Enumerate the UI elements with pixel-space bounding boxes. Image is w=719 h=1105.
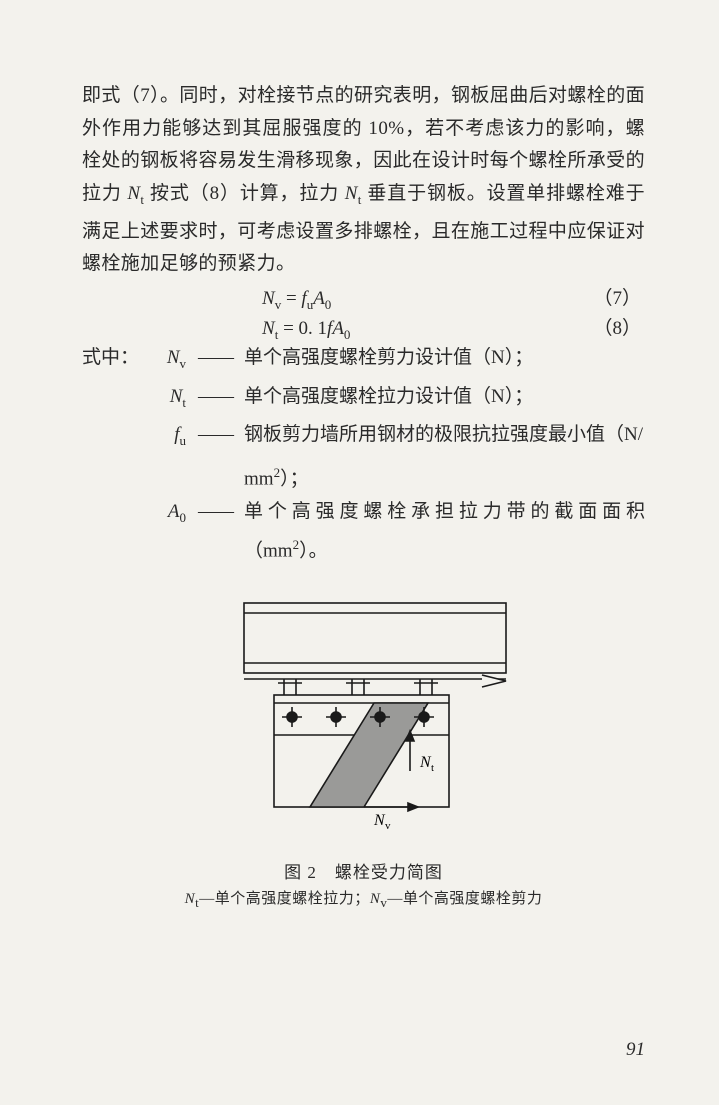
def1: 单个高强度螺栓剪力设计值（N）； [244, 342, 645, 380]
definitions: 式中： Nv —— 单个高强度螺栓剪力设计值（N）； Nt —— 单个高强度螺栓… [82, 342, 645, 567]
def3a: 钢板剪力墙所用钢材的极限抗拉强度最小值（N/ [244, 419, 645, 457]
eq7-num: （7） [331, 283, 645, 310]
def2: 单个高强度螺栓拉力设计值（N）； [244, 381, 645, 419]
bolt-force-diagram: N t N v [214, 589, 514, 845]
svg-text:t: t [431, 762, 434, 774]
def4: 单个高强度螺栓承担拉力带的截面面积（mm2）。 [244, 496, 645, 567]
eq8-num: （8） [350, 313, 645, 340]
def3b: mm2）； [82, 457, 309, 496]
figure-subcaption: Nt—单个高强度螺栓拉力；Nv—单个高强度螺栓剪力 [82, 887, 645, 911]
page-number: 91 [626, 1039, 645, 1061]
svg-text:v: v [385, 820, 391, 832]
equation-7: Nv = fuA0 （7） [82, 283, 645, 313]
body-para: 即式（7）。同时，对栓接节点的研究表明，钢板屈曲后对螺栓的面外作用力能够达到其屈… [82, 85, 645, 274]
equation-8: Nt = 0. 1fA0 （8） [82, 313, 645, 343]
defs-lead: 式中： [82, 342, 140, 380]
figure-caption: 图 2 螺栓受力简图 [82, 858, 645, 883]
